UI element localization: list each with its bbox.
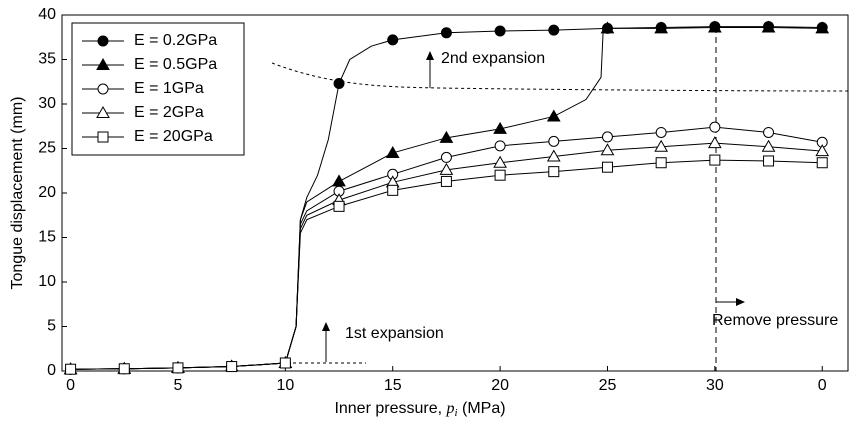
series-line xyxy=(70,159,823,370)
marker xyxy=(548,135,560,147)
marker xyxy=(763,126,775,138)
marker xyxy=(601,161,613,173)
marker xyxy=(387,34,399,46)
arrow-head xyxy=(322,322,330,331)
marker xyxy=(654,21,669,34)
marker xyxy=(385,145,400,158)
expansion-boundary xyxy=(271,62,849,92)
x-tick-label: 30 xyxy=(706,377,724,394)
y-tick-label: 20 xyxy=(38,184,56,201)
marker xyxy=(279,357,291,369)
marker xyxy=(707,136,722,149)
x-tick-label: 5 xyxy=(174,377,183,394)
annotation: 2nd expansion xyxy=(441,50,545,67)
y-tick-label: 25 xyxy=(38,140,56,157)
annotation: Remove pressure xyxy=(712,312,838,329)
marker xyxy=(601,131,613,143)
x-tick-label: 0 xyxy=(818,377,827,394)
marker xyxy=(494,169,506,181)
y-tick-label: 10 xyxy=(38,273,56,290)
marker xyxy=(332,174,346,187)
marker xyxy=(761,20,776,33)
y-tick-label: 5 xyxy=(47,318,56,335)
marker xyxy=(548,166,560,178)
y-tick-label: 35 xyxy=(38,51,56,68)
marker xyxy=(493,121,507,134)
marker xyxy=(707,20,722,33)
legend-label: E = 20GPa xyxy=(134,128,213,145)
y-axis-label: Tongue displacement (mm) xyxy=(9,97,26,290)
x-tick-label: 10 xyxy=(276,377,294,394)
marker xyxy=(333,200,345,212)
marker xyxy=(494,140,506,152)
marker xyxy=(96,57,110,70)
marker xyxy=(763,155,775,167)
x-axis-label: Inner pressure, pi (MPa) xyxy=(334,400,505,419)
marker xyxy=(548,24,560,36)
marker xyxy=(493,155,507,168)
legend-label: E = 0.5GPa xyxy=(134,56,217,73)
marker xyxy=(440,175,452,187)
marker xyxy=(333,78,345,90)
x-label-part: i xyxy=(455,407,458,419)
x-label-part: Inner pressure, xyxy=(334,400,446,417)
marker xyxy=(440,151,452,163)
marker xyxy=(96,105,110,118)
marker xyxy=(440,27,452,39)
legend-label: E = 2GPa xyxy=(134,104,204,121)
x-tick-label: 25 xyxy=(599,377,617,394)
marker xyxy=(709,121,721,133)
arrow-head xyxy=(426,51,434,60)
legend-label: E = 0.2GPa xyxy=(134,32,217,49)
marker xyxy=(439,130,454,143)
marker xyxy=(815,144,830,157)
marker xyxy=(97,83,109,95)
legend-label: E = 1GPa xyxy=(134,80,204,97)
annotation: 1st expansion xyxy=(345,325,444,342)
marker xyxy=(816,157,828,169)
y-tick-label: 0 xyxy=(47,362,56,379)
marker xyxy=(65,363,77,375)
marker xyxy=(97,131,109,143)
marker xyxy=(654,139,669,152)
marker xyxy=(655,126,667,138)
marker xyxy=(761,139,776,152)
arrow-head xyxy=(736,298,745,306)
x-tick-label: 0 xyxy=(66,377,75,394)
marker xyxy=(226,361,238,373)
marker xyxy=(600,21,615,34)
y-tick-label: 40 xyxy=(38,6,56,23)
marker xyxy=(439,162,454,175)
marker xyxy=(709,154,721,166)
marker xyxy=(600,143,615,156)
y-tick-label: 15 xyxy=(38,229,56,246)
y-tick-label: 30 xyxy=(38,95,56,112)
marker xyxy=(494,25,506,37)
marker xyxy=(546,109,561,122)
x-tick-label: 15 xyxy=(384,377,402,394)
marker xyxy=(546,149,561,162)
marker xyxy=(815,21,830,34)
x-label-part: p xyxy=(446,400,455,417)
x-label-part: (MPa) xyxy=(458,400,506,417)
marker xyxy=(172,362,184,374)
x-tick-label: 20 xyxy=(491,377,509,394)
marker xyxy=(387,184,399,196)
marker xyxy=(97,35,109,47)
marker xyxy=(655,157,667,169)
marker xyxy=(118,363,130,375)
